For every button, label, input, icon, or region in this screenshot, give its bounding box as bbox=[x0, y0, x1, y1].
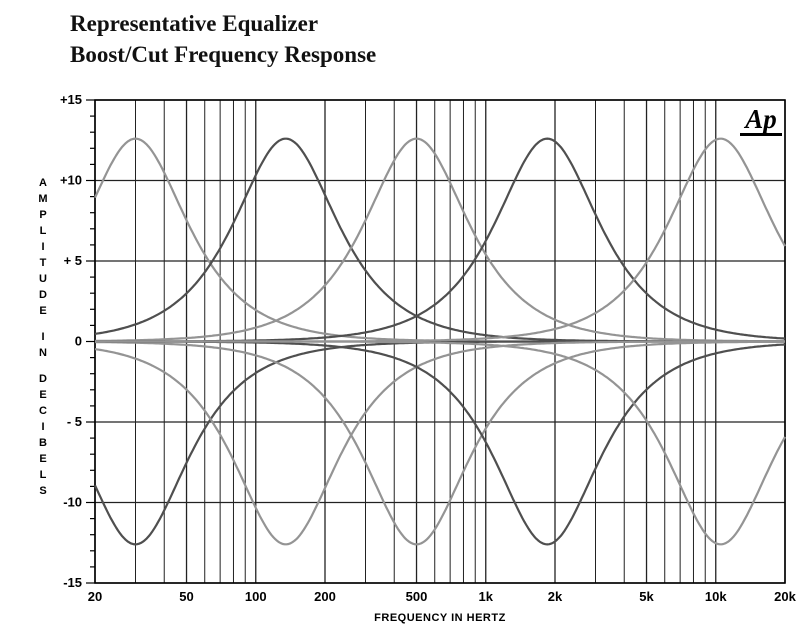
y-axis-letter: B bbox=[39, 437, 47, 449]
x-tick-label: 100 bbox=[245, 589, 267, 604]
y-tick-label: - 5 bbox=[67, 414, 82, 429]
y-axis-letter: E bbox=[39, 389, 46, 401]
ap-logo: Ap bbox=[740, 106, 782, 136]
y-axis-letter: T bbox=[40, 257, 47, 269]
y-axis-letter: L bbox=[40, 225, 47, 237]
chart-title: Representative Equalizer Boost/Cut Frequ… bbox=[70, 8, 376, 70]
y-tick-label: +15 bbox=[60, 92, 82, 107]
chart-title-line2: Boost/Cut Frequency Response bbox=[70, 42, 377, 68]
y-axis-letter: I bbox=[41, 421, 44, 433]
y-axis-letter: A bbox=[39, 177, 47, 189]
y-axis-letter: M bbox=[38, 193, 47, 205]
y-axis-letter: P bbox=[39, 209, 46, 221]
y-axis-letter: C bbox=[39, 405, 47, 417]
curve-135-hz-boost bbox=[94, 137, 785, 343]
y-axis-letter: E bbox=[39, 305, 46, 317]
x-tick-label: 20 bbox=[88, 589, 102, 604]
y-axis-letter: E bbox=[39, 453, 46, 465]
x-axis-title: FREQUENCY IN HERTZ bbox=[374, 612, 506, 624]
y-axis-letter: D bbox=[39, 289, 47, 301]
y-axis-letter: D bbox=[39, 373, 47, 385]
x-tick-label: 50 bbox=[179, 589, 193, 604]
curve-1.9-khz-boost bbox=[95, 137, 786, 343]
y-tick-label: -15 bbox=[63, 575, 82, 590]
x-tick-label: 2k bbox=[548, 589, 563, 604]
curve-135-hz-cut bbox=[94, 340, 785, 546]
curve-30-hz-boost bbox=[93, 137, 785, 343]
curve-1.9-khz-cut bbox=[95, 340, 786, 546]
y-axis-letter: L bbox=[40, 469, 47, 481]
y-tick-label: + 5 bbox=[64, 253, 82, 268]
curve-30-hz-cut bbox=[93, 340, 785, 546]
curve-10-khz-cut bbox=[95, 340, 786, 546]
curve-500-hz-boost bbox=[94, 137, 785, 343]
y-axis-letter: I bbox=[41, 241, 44, 253]
y-tick-label: +10 bbox=[60, 173, 82, 188]
y-tick-label: -10 bbox=[63, 495, 82, 510]
curve-10-khz-boost bbox=[95, 137, 786, 343]
x-tick-label: 1k bbox=[479, 589, 494, 604]
curve-500-hz-cut bbox=[94, 340, 785, 546]
chart-title-line1: Representative Equalizer bbox=[70, 11, 319, 36]
x-tick-label: 20k bbox=[774, 589, 796, 604]
y-axis-letter: U bbox=[39, 273, 47, 285]
y-axis-letter: N bbox=[39, 347, 47, 359]
y-tick-label: 0 bbox=[75, 334, 82, 349]
y-axis-letter: S bbox=[39, 485, 46, 497]
y-axis-letter: I bbox=[41, 331, 44, 343]
x-tick-label: 10k bbox=[705, 589, 727, 604]
x-tick-label: 200 bbox=[314, 589, 336, 604]
x-tick-label: 500 bbox=[406, 589, 428, 604]
x-tick-label: 5k bbox=[639, 589, 654, 604]
